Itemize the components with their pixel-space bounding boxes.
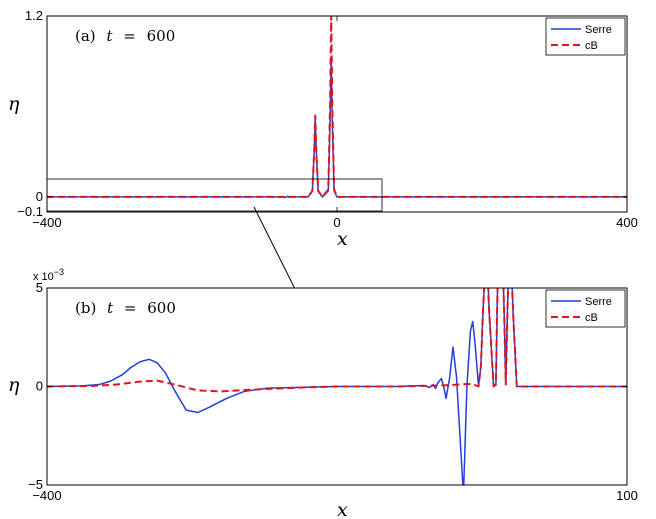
- panel-a-ylabel: η: [8, 93, 20, 115]
- panel-b-multiplier: x 10−3: [33, 267, 64, 283]
- panel-a-series-cb-line: [47, 16, 627, 198]
- panel-b-ylabel: η: [8, 374, 20, 396]
- panel-b-legend-serre: Serre: [585, 296, 612, 308]
- panel-a-legend-cb: cB: [585, 40, 598, 52]
- panel-a-ytick-label: 1.2: [25, 8, 43, 23]
- panel-a: −400 0 400−0.101.2 (a) t = 600 η x Serre c…: [8, 8, 638, 250]
- panel-b-ytick-label: 5: [36, 280, 43, 295]
- panel-b: −400 100 −5 0 5 x 10−3 (b) t = 600 η x Serre…: [8, 267, 638, 519]
- panel-a-annotation: (a) t = 600: [75, 27, 175, 45]
- panel-a-legend-serre: Serre: [585, 24, 612, 36]
- panel-a-xlabel: x: [337, 228, 348, 250]
- panel-b-series-serre-line: [47, 288, 627, 485]
- panel-a-ytick-label: −0.1: [17, 204, 43, 219]
- panel-b-ytick-label: −5: [28, 477, 43, 492]
- panel-a-xtick-label: −400: [32, 215, 61, 230]
- panel-b-annotation: (b) t = 600: [75, 299, 176, 317]
- panel-b-ytick-label: 0: [36, 379, 43, 394]
- panel-b-xtick-label: 100: [616, 488, 638, 503]
- panel-b-legend: Serre cB: [545, 289, 626, 328]
- panel-a-xtick-label: 0: [333, 215, 340, 230]
- panel-b-xtick-label: −400: [32, 488, 61, 503]
- panel-b-xlabel: x: [337, 499, 348, 519]
- panel-a-legend: Serre cB: [545, 17, 626, 56]
- panel-a-xtick-label: 400: [616, 215, 638, 230]
- zoom-region-box: [46, 178, 383, 212]
- panel-a-ytick-label: 0: [36, 189, 43, 204]
- panel-b-legend-cb: cB: [585, 312, 598, 324]
- panel-b-series-cb-line: [47, 288, 627, 393]
